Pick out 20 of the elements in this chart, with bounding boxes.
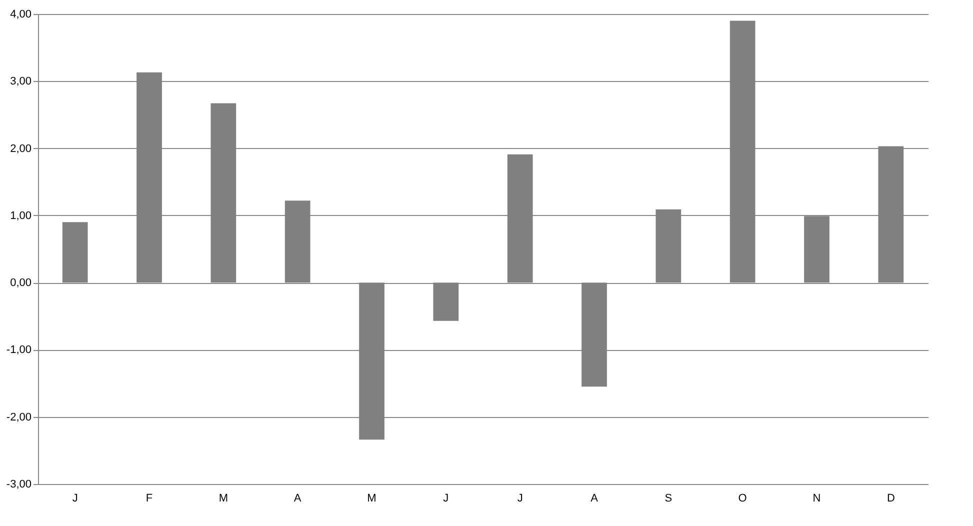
x-tick-label: F — [146, 492, 153, 504]
x-tick-label: D — [886, 492, 895, 504]
y-tick-label: -3,00 — [6, 478, 32, 490]
x-tick-label: M — [218, 492, 228, 504]
y-tick-label: -2,00 — [6, 411, 32, 424]
y-tick-label: 0,00 — [10, 277, 32, 290]
x-tick-label: J — [443, 492, 449, 504]
x-tick-label: O — [738, 492, 748, 504]
y-tick-label: 1,00 — [10, 210, 32, 222]
x-tick-label: M — [367, 492, 376, 504]
x-tick-label: N — [812, 492, 821, 504]
y-tick-label: -1,00 — [6, 344, 32, 356]
x-tick-label: A — [294, 492, 302, 504]
y-tick-label: 2,00 — [10, 142, 32, 155]
x-tick-label: J — [517, 492, 523, 504]
y-tick-label: 4,00 — [10, 8, 32, 20]
x-tick-label: A — [590, 492, 599, 504]
y-tick-label: 3,00 — [10, 76, 32, 88]
x-tick-label: J — [72, 492, 78, 504]
x-tick-label: S — [664, 492, 672, 504]
